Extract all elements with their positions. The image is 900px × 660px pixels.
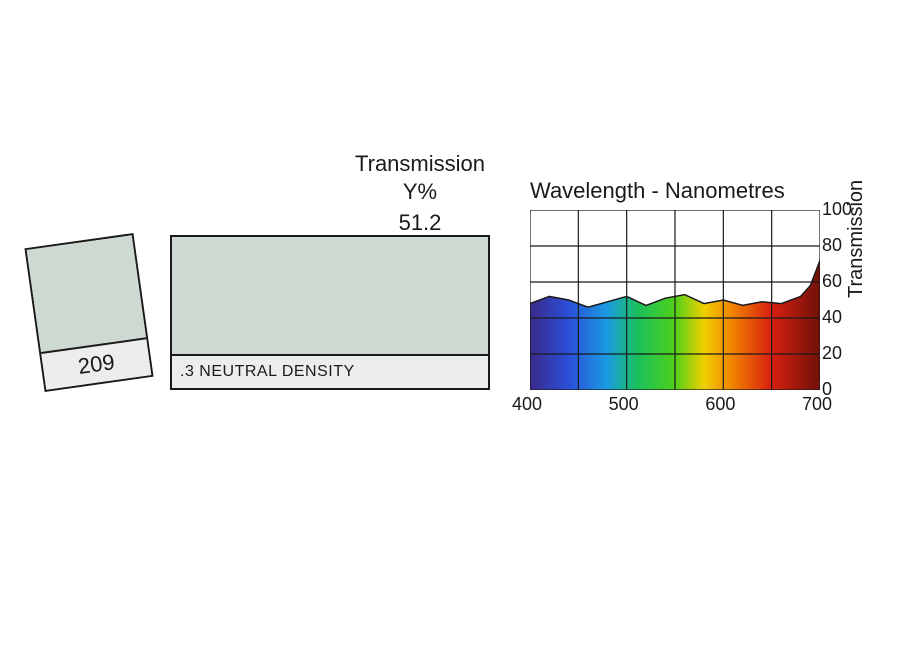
x-tick: 600 bbox=[705, 394, 735, 415]
y-tick: 80 bbox=[822, 235, 842, 256]
swatch-large-label: .3 NEUTRAL DENSITY bbox=[172, 354, 488, 388]
swatch-small-color bbox=[27, 235, 146, 352]
transmission-value: 51.2 bbox=[320, 209, 520, 237]
y-tick: 60 bbox=[822, 271, 842, 292]
transmission-title-2: Y% bbox=[320, 178, 520, 206]
transmission-header: Transmission Y% 51.2 bbox=[320, 150, 520, 237]
y-axis-label: Transmission bbox=[845, 180, 868, 298]
chart-title: Wavelength - Nanometres bbox=[530, 178, 785, 204]
filter-swatch-large: .3 NEUTRAL DENSITY bbox=[170, 235, 490, 390]
x-tick: 400 bbox=[512, 394, 542, 415]
transmission-title-1: Transmission bbox=[320, 150, 520, 178]
x-tick: 500 bbox=[609, 394, 639, 415]
y-tick: 40 bbox=[822, 307, 842, 328]
swatch-large-color bbox=[172, 237, 488, 354]
y-tick: 20 bbox=[822, 343, 842, 364]
filter-swatch-small: 209 bbox=[24, 233, 153, 392]
figure-canvas: 209 .3 NEUTRAL DENSITY Transmission Y% 5… bbox=[0, 0, 900, 660]
spectrum-chart-svg bbox=[530, 210, 820, 390]
y-tick: 0 bbox=[822, 379, 832, 400]
y-tick: 100 bbox=[822, 199, 852, 220]
spectrum-chart bbox=[530, 210, 820, 390]
